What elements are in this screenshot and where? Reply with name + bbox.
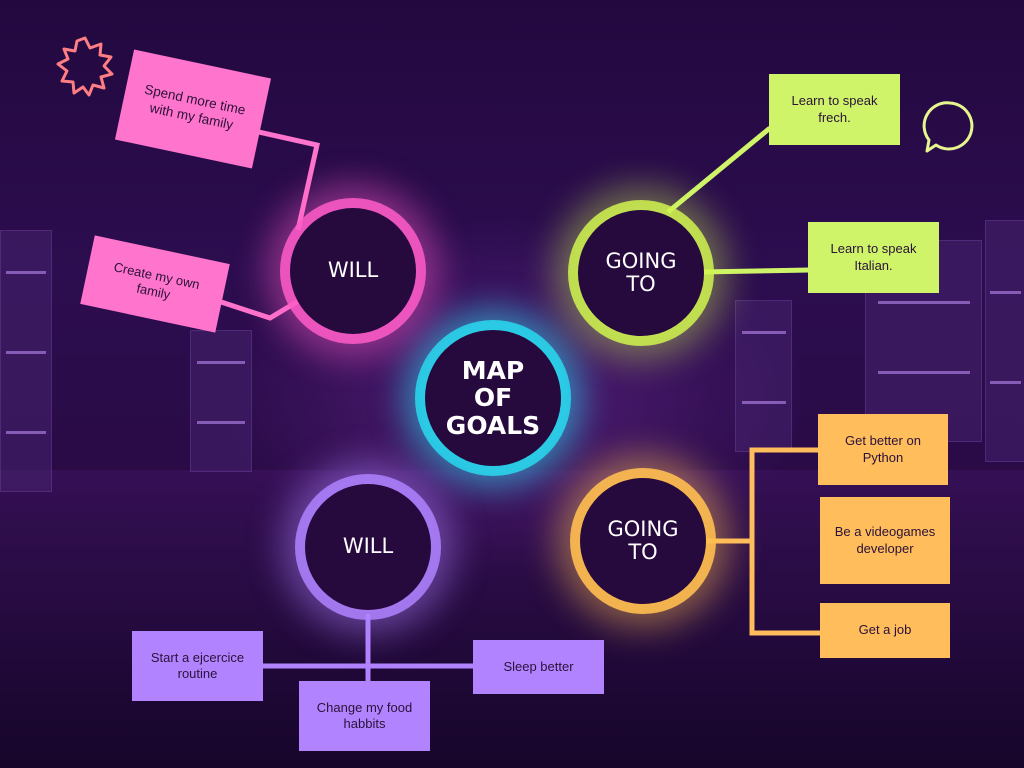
going-to-node-label: GOING [605, 248, 677, 273]
goal-card-text: Spend more time with my family [143, 81, 247, 133]
connector-going-french [666, 126, 772, 214]
connector-will-own-family [214, 297, 302, 321]
goal-card-text: Sleep better [503, 658, 574, 674]
will-node-bottom[interactable]: WILL [305, 484, 431, 610]
goal-card-food[interactable]: Change my food habbits [299, 681, 430, 751]
going-to-node-bottom[interactable]: GOING TO [580, 478, 706, 604]
goal-card-videogames[interactable]: Be a videogames developer [820, 497, 950, 584]
background-rack [190, 330, 252, 472]
goal-card-text: Learn to speak Italian. [830, 241, 917, 273]
goal-card-exercise[interactable]: Start a ejcercice routine [132, 631, 263, 701]
center-title-line: MAP [461, 355, 525, 385]
goal-card-text: Change my food habbits [316, 699, 413, 731]
goal-card-sleep[interactable]: Sleep better [473, 640, 604, 694]
goal-card-text: Get a job [858, 622, 912, 638]
background-rack [735, 300, 792, 452]
goal-card-text: Start a ejcercice routine [150, 649, 245, 681]
goal-card-python[interactable]: Get better on Python [818, 414, 948, 485]
speech-bubble-icon [922, 101, 974, 153]
going-to-node-label: TO [626, 272, 656, 296]
will-node-top[interactable]: WILL [290, 208, 416, 334]
starburst-icon [56, 36, 114, 97]
going-to-node-label: TO [628, 540, 658, 564]
goal-card-text: Be a videogames developer [834, 524, 936, 556]
goal-card-text: Create my own family [112, 259, 202, 303]
goal-card-job[interactable]: Get a job [820, 603, 950, 658]
going-to-node-top[interactable]: GOING TO [578, 210, 704, 336]
connector-going-trunk [749, 447, 820, 636]
going-to-node-label: GOING [607, 516, 679, 541]
goal-card-text: Get better on Python [845, 433, 921, 465]
connector-will-family [249, 127, 320, 231]
will-node-label: WILL [327, 258, 379, 283]
goal-card-french[interactable]: Learn to speak frech. [769, 74, 900, 145]
will-node-label: WILL [342, 534, 394, 559]
goal-card-italian[interactable]: Learn to speak Italian. [808, 222, 939, 293]
background-rack [0, 230, 52, 492]
connector-going-italian [699, 267, 811, 275]
center-title-line: GOALS [445, 410, 541, 440]
center-title-line: OF [473, 383, 513, 413]
goal-card-text: Learn to speak frech. [791, 93, 878, 125]
center-node[interactable]: MAP OF GOALS [425, 330, 561, 466]
background-rack [985, 220, 1024, 462]
